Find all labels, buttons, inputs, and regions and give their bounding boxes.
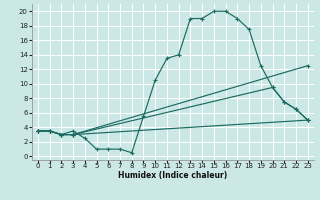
X-axis label: Humidex (Indice chaleur): Humidex (Indice chaleur) bbox=[118, 171, 228, 180]
